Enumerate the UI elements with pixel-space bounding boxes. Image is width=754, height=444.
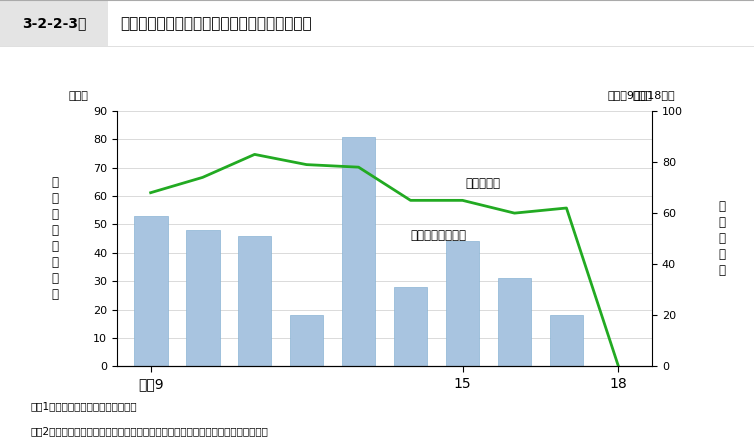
- Text: 銃器使用率: 銃器使用率: [465, 178, 500, 190]
- Bar: [290, 315, 323, 366]
- Bar: [108, 1, 754, 46]
- Bar: [185, 230, 219, 366]
- Text: （％）: （％）: [633, 91, 652, 101]
- Text: 2「銃器使用率」とは，対立抗争発生回数に占める銃器使用回数の比率をいう。: 2「銃器使用率」とは，対立抗争発生回数に占める銃器使用回数の比率をいう。: [30, 426, 268, 436]
- Bar: [342, 137, 375, 366]
- Bar: [498, 278, 532, 366]
- Bar: [238, 236, 271, 366]
- Text: 銃
器
使
用
率: 銃 器 使 用 率: [719, 200, 725, 277]
- Text: 注　1　警察庁刑事局の資料による。: 注 1 警察庁刑事局の資料による。: [30, 401, 136, 411]
- Text: 暴力团対立抗争の発生回数・銃器使用率の推移: 暴力团対立抗争の発生回数・銃器使用率の推移: [120, 16, 311, 31]
- Text: 対立抗争発生回数: 対立抗争発生回数: [410, 229, 467, 242]
- Text: 3-2-2-3図: 3-2-2-3図: [22, 16, 86, 30]
- Bar: [550, 315, 584, 366]
- Text: （回）: （回）: [69, 91, 88, 101]
- Bar: [133, 216, 167, 366]
- Bar: [446, 242, 480, 366]
- Text: 対
立
抗
争
発
生
回
数: 対 立 抗 争 発 生 回 数: [52, 176, 59, 301]
- Text: （平戉9年～18年）: （平戉9年～18年）: [607, 90, 675, 100]
- Bar: [394, 287, 428, 366]
